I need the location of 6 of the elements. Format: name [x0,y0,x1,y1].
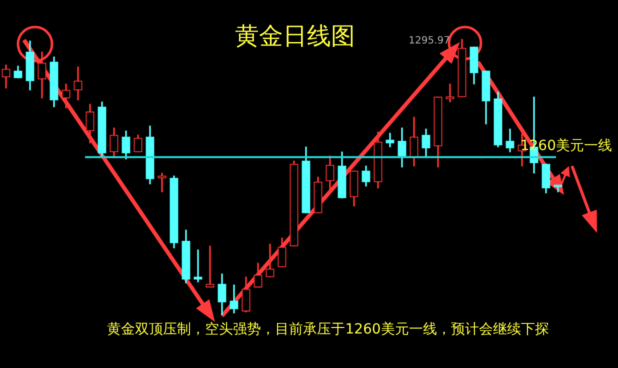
text: 黄金双顶压制，空头强势，目前承压于1260美元一线，预计会继续下探 [107,322,549,338]
candlestick [266,244,274,278]
candlestick [158,172,166,192]
candlestick [194,250,202,282]
chart-title: 黄金日线图 [235,22,355,50]
candlestick [206,246,214,288]
